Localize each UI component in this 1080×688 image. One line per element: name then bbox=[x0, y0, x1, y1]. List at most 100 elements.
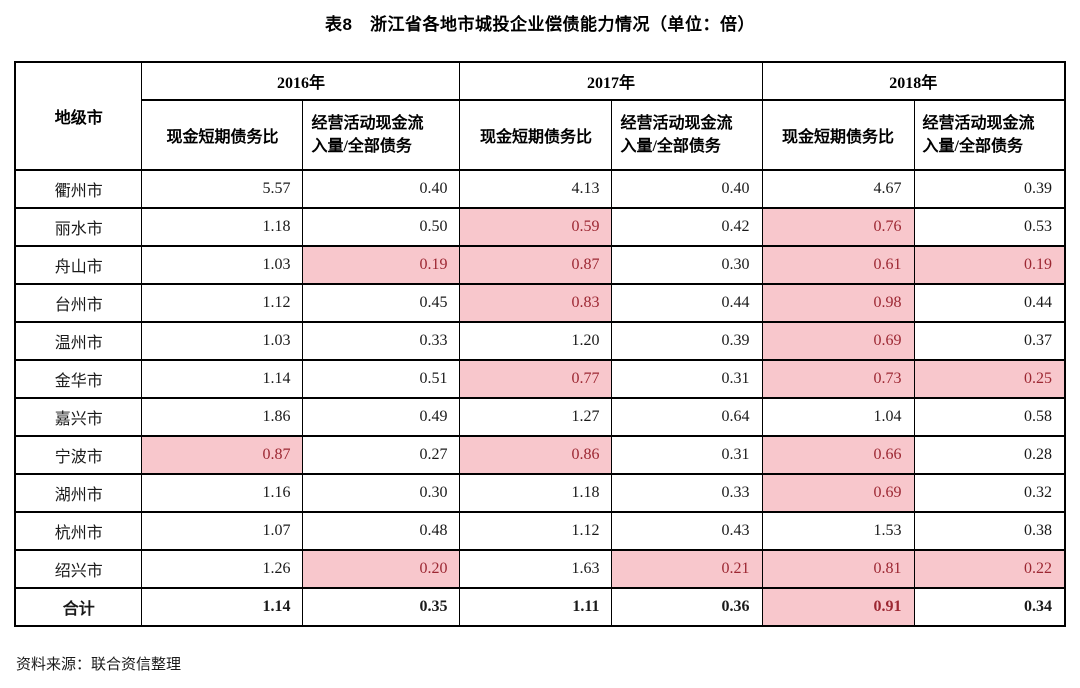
value-cell-highlighted: 0.86 bbox=[459, 435, 613, 475]
debt-capacity-table: 地级市 2016年 2017年 2018年 现金短期债务比 经营活动现金流 入量… bbox=[13, 61, 1067, 627]
table-title: 表8 浙江省各地市城投企业偿债能力情况（单位：倍） bbox=[325, 15, 755, 34]
value-cell: 0.40 bbox=[302, 169, 461, 209]
value-cell: 0.43 bbox=[611, 511, 763, 551]
value-cell-highlighted: 0.66 bbox=[761, 435, 915, 475]
value-cell: 0.45 bbox=[302, 283, 461, 323]
city-cell: 合计 bbox=[14, 587, 143, 627]
value-cell: 0.44 bbox=[611, 283, 763, 323]
value-cell: 0.38 bbox=[913, 511, 1066, 551]
value-cell: 1.03 bbox=[141, 245, 304, 285]
sub-header-row: 现金短期债务比 经营活动现金流 入量/全部债务 现金短期债务比 经营活动现金流 … bbox=[15, 99, 1066, 171]
value-cell: 4.13 bbox=[459, 169, 613, 209]
value-cell-highlighted: 0.20 bbox=[302, 549, 461, 589]
sub-header-2018-ratio: 现金短期债务比 bbox=[761, 99, 915, 171]
value-cell-highlighted: 0.91 bbox=[761, 587, 915, 627]
value-cell: 0.34 bbox=[913, 587, 1066, 627]
value-cell: 1.63 bbox=[459, 549, 613, 589]
value-cell-highlighted: 0.22 bbox=[913, 549, 1066, 589]
value-cell: 1.11 bbox=[459, 587, 613, 627]
value-cell: 0.44 bbox=[913, 283, 1066, 323]
value-cell: 0.49 bbox=[302, 397, 461, 437]
value-cell: 1.03 bbox=[141, 321, 304, 361]
value-cell-highlighted: 0.21 bbox=[611, 549, 763, 589]
value-cell: 5.57 bbox=[141, 169, 304, 209]
value-cell: 0.40 bbox=[611, 169, 763, 209]
value-cell-highlighted: 0.61 bbox=[761, 245, 915, 285]
value-cell: 0.42 bbox=[611, 207, 763, 247]
city-cell: 金华市 bbox=[14, 359, 143, 399]
value-cell: 1.20 bbox=[459, 321, 613, 361]
value-cell: 1.14 bbox=[141, 587, 304, 627]
sub-header-2017-cashflow: 经营活动现金流 入量/全部债务 bbox=[611, 99, 763, 171]
value-cell-highlighted: 0.77 bbox=[459, 359, 613, 399]
value-cell-highlighted: 0.69 bbox=[761, 321, 915, 361]
value-cell: 1.53 bbox=[761, 511, 915, 551]
value-cell: 1.26 bbox=[141, 549, 304, 589]
value-cell: 1.14 bbox=[141, 359, 304, 399]
table-row: 金华市 1.14 0.51 0.77 0.31 0.73 0.25 bbox=[14, 359, 1066, 399]
value-cell-highlighted: 0.87 bbox=[141, 435, 304, 475]
value-cell: 0.36 bbox=[611, 587, 763, 627]
city-cell: 嘉兴市 bbox=[14, 397, 143, 437]
value-cell: 0.30 bbox=[611, 245, 763, 285]
value-cell: 0.28 bbox=[913, 435, 1066, 475]
value-cell: 0.64 bbox=[611, 397, 763, 437]
value-cell: 0.33 bbox=[611, 473, 763, 513]
value-cell: 1.18 bbox=[141, 207, 304, 247]
city-cell: 温州市 bbox=[14, 321, 143, 361]
value-cell: 1.27 bbox=[459, 397, 613, 437]
value-cell: 0.39 bbox=[611, 321, 763, 361]
table-row: 台州市 1.12 0.45 0.83 0.44 0.98 0.44 bbox=[14, 283, 1066, 323]
city-cell: 衢州市 bbox=[14, 169, 143, 209]
value-cell: 0.53 bbox=[913, 207, 1066, 247]
year-header-2016: 2016年 bbox=[141, 61, 461, 101]
table-row: 温州市 1.03 0.33 1.20 0.39 0.69 0.37 bbox=[14, 321, 1066, 361]
value-cell-highlighted: 0.59 bbox=[459, 207, 613, 247]
value-cell-highlighted: 0.19 bbox=[913, 245, 1066, 285]
value-cell: 1.16 bbox=[141, 473, 304, 513]
value-cell: 0.39 bbox=[913, 169, 1066, 209]
value-cell: 0.58 bbox=[913, 397, 1066, 437]
sub-header-2018-cashflow: 经营活动现金流 入量/全部债务 bbox=[913, 99, 1066, 171]
city-cell: 宁波市 bbox=[14, 435, 143, 475]
value-cell-highlighted: 0.98 bbox=[761, 283, 915, 323]
value-cell-highlighted: 0.87 bbox=[459, 245, 613, 285]
total-row: 合计 1.14 0.35 1.11 0.36 0.91 0.34 bbox=[14, 587, 1066, 627]
value-cell: 0.35 bbox=[302, 587, 461, 627]
city-cell: 湖州市 bbox=[14, 473, 143, 513]
city-cell: 台州市 bbox=[14, 283, 143, 323]
value-cell: 1.86 bbox=[141, 397, 304, 437]
city-cell: 丽水市 bbox=[14, 207, 143, 247]
table-row: 丽水市 1.18 0.50 0.59 0.42 0.76 0.53 bbox=[14, 207, 1066, 247]
value-cell: 0.50 bbox=[302, 207, 461, 247]
value-cell-highlighted: 0.69 bbox=[761, 473, 915, 513]
value-cell-highlighted: 0.76 bbox=[761, 207, 915, 247]
table-body: 衢州市 5.57 0.40 4.13 0.40 4.67 0.39 丽水市 1.18 0.50 0.… bbox=[14, 169, 1066, 627]
table-row: 衢州市 5.57 0.40 4.13 0.40 4.67 0.39 bbox=[14, 169, 1066, 209]
value-cell: 0.30 bbox=[302, 473, 461, 513]
value-cell-highlighted: 0.73 bbox=[761, 359, 915, 399]
value-cell: 0.27 bbox=[302, 435, 461, 475]
value-cell-highlighted: 0.19 bbox=[302, 245, 461, 285]
table-row: 舟山市 1.03 0.19 0.87 0.30 0.61 0.19 bbox=[14, 245, 1066, 285]
city-cell: 绍兴市 bbox=[14, 549, 143, 589]
year-header-row: 地级市 2016年 2017年 2018年 bbox=[14, 61, 1066, 171]
city-cell: 杭州市 bbox=[14, 511, 143, 551]
value-cell: 0.33 bbox=[302, 321, 461, 361]
sub-header-2016-ratio: 现金短期债务比 bbox=[141, 99, 304, 171]
sub-header-2017-ratio: 现金短期债务比 bbox=[459, 99, 613, 171]
value-cell-highlighted: 0.81 bbox=[761, 549, 915, 589]
value-cell: 1.12 bbox=[459, 511, 613, 551]
value-cell: 1.04 bbox=[761, 397, 915, 437]
city-cell: 舟山市 bbox=[14, 245, 143, 285]
value-cell-highlighted: 0.83 bbox=[459, 283, 613, 323]
value-cell: 0.51 bbox=[302, 359, 461, 399]
value-cell: 1.18 bbox=[459, 473, 613, 513]
table-row: 杭州市 1.07 0.48 1.12 0.43 1.53 0.38 bbox=[14, 511, 1066, 551]
value-cell: 1.07 bbox=[141, 511, 304, 551]
corner-header-cell: 地级市 bbox=[14, 61, 143, 171]
value-cell: 0.32 bbox=[913, 473, 1066, 513]
value-cell: 0.31 bbox=[611, 435, 763, 475]
value-cell: 4.67 bbox=[761, 169, 915, 209]
